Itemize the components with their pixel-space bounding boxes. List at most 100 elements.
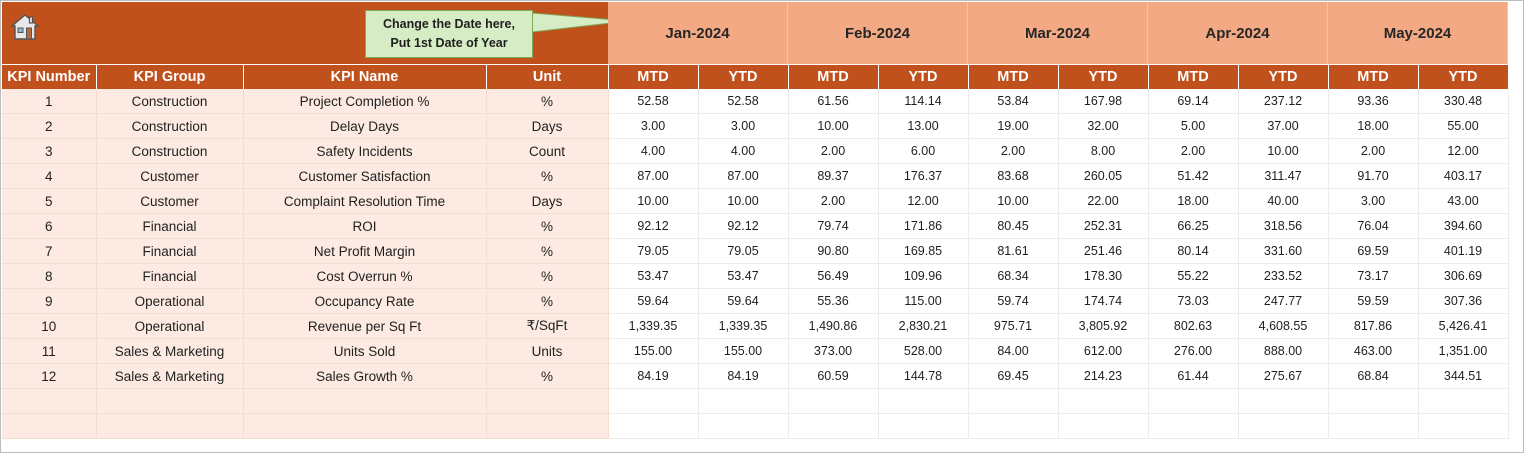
header-mtd[interactable]: MTD: [1328, 65, 1419, 89]
unit-cell[interactable]: %: [486, 238, 609, 264]
mtd-value-cell[interactable]: 87.00: [608, 163, 699, 189]
kpi-name-cell[interactable]: Revenue per Sq Ft: [243, 313, 487, 339]
mtd-value-cell[interactable]: 68.34: [968, 263, 1059, 289]
mtd-value-cell[interactable]: 69.45: [968, 363, 1059, 389]
header-mtd[interactable]: MTD: [968, 65, 1059, 89]
header-mtd[interactable]: MTD: [608, 65, 699, 89]
unit-cell[interactable]: %: [486, 213, 609, 239]
header-unit[interactable]: Unit: [486, 65, 609, 89]
kpi-group-cell[interactable]: Customer: [96, 188, 244, 214]
ytd-value-cell[interactable]: 37.00: [1238, 113, 1329, 139]
empty-cell[interactable]: [788, 413, 879, 439]
mtd-value-cell[interactable]: 2.00: [788, 188, 879, 214]
header-mtd[interactable]: MTD: [788, 65, 879, 89]
kpi-name-cell[interactable]: Delay Days: [243, 113, 487, 139]
mtd-value-cell[interactable]: 89.37: [788, 163, 879, 189]
mtd-value-cell[interactable]: 2.00: [788, 138, 879, 164]
kpi-number-cell[interactable]: 2: [2, 113, 97, 139]
ytd-value-cell[interactable]: 401.19: [1418, 238, 1509, 264]
mtd-value-cell[interactable]: 10.00: [788, 113, 879, 139]
mtd-value-cell[interactable]: 3.00: [608, 113, 699, 139]
ytd-value-cell[interactable]: 330.48: [1418, 89, 1509, 114]
ytd-value-cell[interactable]: 53.47: [698, 263, 789, 289]
ytd-value-cell[interactable]: 318.56: [1238, 213, 1329, 239]
home-icon[interactable]: [10, 12, 40, 42]
empty-cell[interactable]: [608, 413, 699, 439]
mtd-value-cell[interactable]: 80.45: [968, 213, 1059, 239]
mtd-value-cell[interactable]: 91.70: [1328, 163, 1419, 189]
ytd-value-cell[interactable]: 311.47: [1238, 163, 1329, 189]
kpi-group-cell[interactable]: Sales & Marketing: [96, 363, 244, 389]
kpi-group-cell[interactable]: Operational: [96, 288, 244, 314]
ytd-value-cell[interactable]: 144.78: [878, 363, 969, 389]
unit-cell[interactable]: %: [486, 163, 609, 189]
ytd-value-cell[interactable]: 109.96: [878, 263, 969, 289]
empty-cell[interactable]: [243, 413, 487, 439]
header-kpi-name[interactable]: KPI Name: [243, 65, 487, 89]
unit-cell[interactable]: Days: [486, 188, 609, 214]
ytd-value-cell[interactable]: 171.86: [878, 213, 969, 239]
kpi-number-cell[interactable]: 9: [2, 288, 97, 314]
ytd-value-cell[interactable]: 114.14: [878, 89, 969, 114]
header-mtd[interactable]: MTD: [1148, 65, 1239, 89]
ytd-value-cell[interactable]: 115.00: [878, 288, 969, 314]
ytd-value-cell[interactable]: 92.12: [698, 213, 789, 239]
ytd-value-cell[interactable]: 169.85: [878, 238, 969, 264]
empty-cell[interactable]: [2, 388, 97, 414]
ytd-value-cell[interactable]: 40.00: [1238, 188, 1329, 214]
mtd-value-cell[interactable]: 59.59: [1328, 288, 1419, 314]
ytd-value-cell[interactable]: 233.52: [1238, 263, 1329, 289]
ytd-value-cell[interactable]: 331.60: [1238, 238, 1329, 264]
ytd-value-cell[interactable]: 3,805.92: [1058, 313, 1149, 339]
empty-cell[interactable]: [486, 413, 609, 439]
mtd-value-cell[interactable]: 60.59: [788, 363, 879, 389]
mtd-value-cell[interactable]: 155.00: [608, 338, 699, 364]
kpi-name-cell[interactable]: Occupancy Rate: [243, 288, 487, 314]
mtd-value-cell[interactable]: 817.86: [1328, 313, 1419, 339]
ytd-value-cell[interactable]: 79.05: [698, 238, 789, 264]
empty-cell[interactable]: [1238, 388, 1329, 414]
ytd-value-cell[interactable]: 1,351.00: [1418, 338, 1509, 364]
mtd-value-cell[interactable]: 83.68: [968, 163, 1059, 189]
mtd-value-cell[interactable]: 463.00: [1328, 338, 1419, 364]
empty-cell[interactable]: [1418, 388, 1509, 414]
header-ytd[interactable]: YTD: [1238, 65, 1329, 89]
mtd-value-cell[interactable]: 10.00: [608, 188, 699, 214]
empty-cell[interactable]: [1148, 413, 1239, 439]
ytd-value-cell[interactable]: 612.00: [1058, 338, 1149, 364]
kpi-number-cell[interactable]: 10: [2, 313, 97, 339]
kpi-name-cell[interactable]: Sales Growth %: [243, 363, 487, 389]
ytd-value-cell[interactable]: 251.46: [1058, 238, 1149, 264]
unit-cell[interactable]: Units: [486, 338, 609, 364]
empty-cell[interactable]: [1418, 413, 1509, 439]
kpi-name-cell[interactable]: Net Profit Margin: [243, 238, 487, 264]
mtd-value-cell[interactable]: 51.42: [1148, 163, 1239, 189]
mtd-value-cell[interactable]: 2.00: [1148, 138, 1239, 164]
mtd-value-cell[interactable]: 80.14: [1148, 238, 1239, 264]
mtd-value-cell[interactable]: 69.59: [1328, 238, 1419, 264]
header-kpi-group[interactable]: KPI Group: [96, 65, 244, 89]
mtd-value-cell[interactable]: 73.03: [1148, 288, 1239, 314]
ytd-value-cell[interactable]: 5,426.41: [1418, 313, 1509, 339]
kpi-group-cell[interactable]: Construction: [96, 89, 244, 114]
kpi-group-cell[interactable]: Customer: [96, 163, 244, 189]
ytd-value-cell[interactable]: 214.23: [1058, 363, 1149, 389]
ytd-value-cell[interactable]: 344.51: [1418, 363, 1509, 389]
mtd-value-cell[interactable]: 53.47: [608, 263, 699, 289]
mtd-value-cell[interactable]: 18.00: [1148, 188, 1239, 214]
empty-cell[interactable]: [608, 388, 699, 414]
mtd-value-cell[interactable]: 69.14: [1148, 89, 1239, 114]
unit-cell[interactable]: Count: [486, 138, 609, 164]
empty-cell[interactable]: [1328, 413, 1419, 439]
ytd-value-cell[interactable]: 888.00: [1238, 338, 1329, 364]
mtd-value-cell[interactable]: 55.22: [1148, 263, 1239, 289]
header-kpi-number[interactable]: KPI Number: [2, 65, 97, 89]
empty-cell[interactable]: [486, 388, 609, 414]
empty-cell[interactable]: [698, 388, 789, 414]
kpi-number-cell[interactable]: 11: [2, 338, 97, 364]
unit-cell[interactable]: %: [486, 288, 609, 314]
ytd-value-cell[interactable]: 528.00: [878, 338, 969, 364]
ytd-value-cell[interactable]: 13.00: [878, 113, 969, 139]
mtd-value-cell[interactable]: 59.64: [608, 288, 699, 314]
kpi-number-cell[interactable]: 12: [2, 363, 97, 389]
